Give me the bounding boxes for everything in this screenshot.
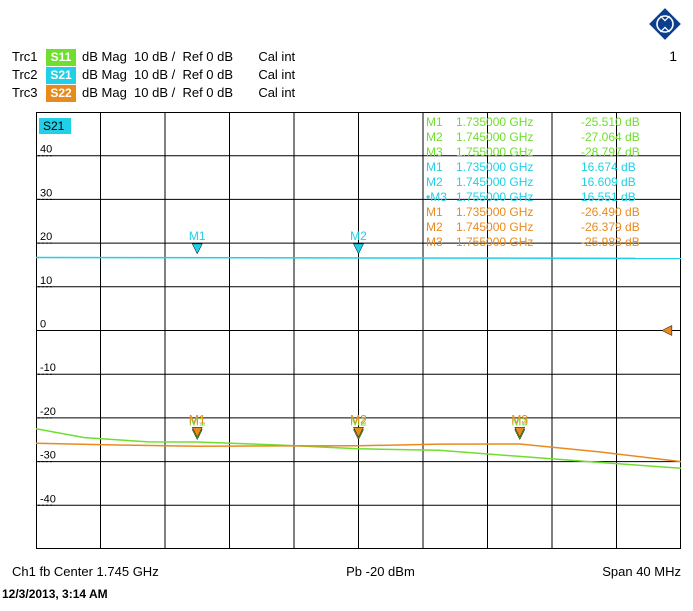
svg-text:10: 10 <box>40 275 52 287</box>
svg-text:30: 30 <box>40 187 52 199</box>
marker-freq: 1.755000 GHz <box>456 145 533 159</box>
marker-value: -28.797 dB <box>581 145 640 159</box>
trace-format: dB Mag 10 dB / Ref 0 dB Cal int <box>82 48 295 65</box>
svg-text:20: 20 <box>40 231 52 243</box>
marker-freq: 1.745000 GHz <box>456 220 533 234</box>
marker-readout: M2 <box>426 220 443 234</box>
marker-readout: M1 <box>426 205 443 219</box>
marker-freq: 1.735000 GHz <box>456 205 533 219</box>
sparam-badge: S11 <box>46 49 76 66</box>
trace-row: Trc3S22 dB Mag 10 dB / Ref 0 dB Cal int <box>12 84 295 102</box>
channel-footer: Ch1 fb Center 1.745 GHz Pb -20 dBm Span … <box>12 564 681 579</box>
rs-logo <box>649 8 681 40</box>
marker-readout: M2 <box>426 130 443 144</box>
sparam-badge: S21 <box>46 67 76 84</box>
marker-freq: 1.745000 GHz <box>456 130 533 144</box>
trace-format: dB Mag 10 dB / Ref 0 dB Cal int <box>82 84 295 101</box>
marker-freq: 1.735000 GHz <box>456 115 533 129</box>
marker-readout: M3 <box>426 235 443 249</box>
marker-freq: 1.745000 GHz <box>456 175 533 189</box>
marker-readout: M3 <box>426 145 443 159</box>
marker-value: -26.379 dB <box>581 220 640 234</box>
marker-readout: M1 <box>426 115 443 129</box>
marker-readout: M2 <box>426 175 443 189</box>
timestamp: 12/3/2013, 3:14 AM <box>2 587 108 601</box>
footer-right: Span 40 MHz <box>602 564 681 579</box>
trace-id: Trc3 <box>12 84 46 101</box>
channel-number: 1 <box>669 48 677 64</box>
marker-label: M1 <box>189 412 206 426</box>
sparam-badge: S22 <box>46 85 76 102</box>
svg-text:40: 40 <box>40 144 52 156</box>
marker-value: 16.674 dB <box>581 160 636 174</box>
svg-text:-40: -40 <box>40 493 56 505</box>
trace-S21 <box>36 258 681 259</box>
trace-header: Trc1S11dB Mag 10 dB / Ref 0 dB Cal intTr… <box>12 48 295 102</box>
marker-value: 16.551 dB <box>581 190 636 204</box>
marker-readout: M1 <box>426 160 443 174</box>
chart-area: 403020100-10-20-30-40 M1M2M1M2M3M1M2M3 S… <box>36 112 681 549</box>
marker-value: -25.983 dB <box>581 235 640 249</box>
trace-format: dB Mag 10 dB / Ref 0 dB Cal int <box>82 66 295 83</box>
active-trace-label: S21 <box>43 119 65 133</box>
trace-id: Trc2 <box>12 66 46 83</box>
svg-text:-10: -10 <box>40 362 56 374</box>
marker-label: M2 <box>350 412 367 426</box>
trace-row: Trc1S11 dB Mag 10 dB / Ref 0 dB Cal int <box>12 48 295 66</box>
svg-text:-20: -20 <box>40 406 56 418</box>
marker-value: 16.609 dB <box>581 175 636 189</box>
trace-id: Trc1 <box>12 48 46 65</box>
marker-label: M3 <box>511 412 528 426</box>
svg-text:0: 0 <box>40 319 46 331</box>
footer-left: Ch1 fb Center 1.745 GHz <box>12 564 159 579</box>
marker-freq: 1.755000 GHz <box>456 235 533 249</box>
marker-freq: 1.755000 GHz <box>456 190 533 204</box>
trace-row: Trc2S21 dB Mag 10 dB / Ref 0 dB Cal int <box>12 66 295 84</box>
marker-value: -27.064 dB <box>581 130 640 144</box>
marker-label: M2 <box>350 229 367 243</box>
marker-label: M1 <box>189 229 206 243</box>
marker-freq: 1.735000 GHz <box>456 160 533 174</box>
footer-center: Pb -20 dBm <box>346 564 415 579</box>
svg-text:-30: -30 <box>40 450 56 462</box>
marker-readout: •M3 <box>426 190 447 204</box>
marker-value: -25.510 dB <box>581 115 640 129</box>
marker-value: -26.490 dB <box>581 205 640 219</box>
